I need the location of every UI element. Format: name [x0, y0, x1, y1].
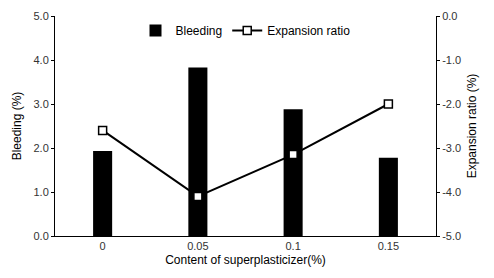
svg-text:2.0: 2.0 [34, 142, 49, 154]
svg-text:5.0: 5.0 [34, 10, 49, 22]
svg-text:0.0: 0.0 [34, 230, 49, 242]
svg-text:4.0: 4.0 [34, 54, 49, 66]
svg-text:0: 0 [100, 240, 106, 252]
svg-text:Expansion ratio: Expansion ratio [267, 24, 350, 38]
svg-text:-3.0: -3.0 [442, 142, 461, 154]
svg-text:-5.0: -5.0 [442, 230, 461, 242]
svg-text:3.0: 3.0 [34, 98, 49, 110]
svg-text:-1.0: -1.0 [442, 54, 461, 66]
svg-text:Content of superplasticizer(%): Content of superplasticizer(%) [165, 253, 326, 267]
svg-text:Bleeding: Bleeding [176, 24, 223, 38]
svg-text:0.15: 0.15 [378, 240, 399, 252]
svg-text:0.0: 0.0 [442, 10, 457, 22]
svg-text:1.0: 1.0 [34, 186, 49, 198]
svg-text:-4.0: -4.0 [442, 186, 461, 198]
svg-text:Expansion ratio (%): Expansion ratio (%) [465, 74, 479, 179]
svg-text:0.1: 0.1 [285, 240, 300, 252]
svg-text:0.05: 0.05 [187, 240, 208, 252]
svg-text:-2.0: -2.0 [442, 98, 461, 110]
svg-text:Bleeding (%): Bleeding (%) [10, 92, 24, 161]
